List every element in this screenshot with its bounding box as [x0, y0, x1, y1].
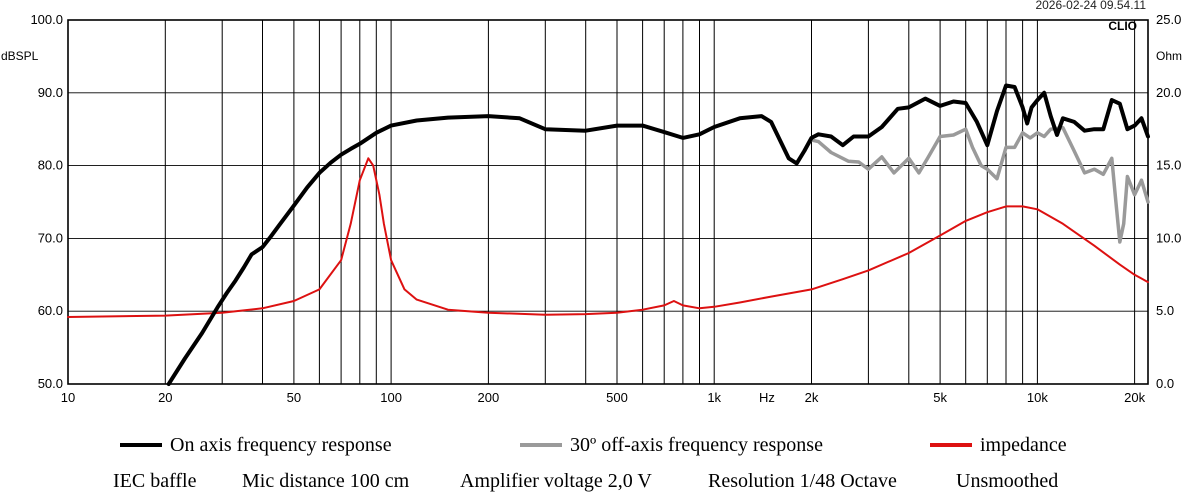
legend-label-impedance: impedance — [980, 433, 1067, 456]
x-tick-label: 500 — [606, 390, 628, 405]
y-tick-label-left: 80.0 — [38, 158, 63, 173]
series-line-impedance — [67, 157, 1149, 318]
x-ticks: 10 20 50 100 200 500 1k 2k 5k 10k 20k — [61, 390, 1146, 405]
x-tick-label: 50 — [287, 390, 301, 405]
frequency-response-chart: 2026-02-24 09.54.11 CLIO dBSPL Ohm 100.0… — [1, 0, 1182, 405]
x-tick-label: 10 — [61, 390, 75, 405]
x-tick-label: 1k — [707, 390, 721, 405]
legend-label-off-axis: 30º off-axis frequency response — [570, 433, 823, 456]
footer-smoothing: Unsmoothed — [956, 470, 1059, 492]
y-tick-label-right: 15.0 — [1156, 158, 1181, 173]
legend-label-on-axis: On axis frequency response — [170, 433, 392, 456]
series-line-off-axis — [809, 125, 1150, 244]
legend-swatch-impedance — [930, 443, 972, 447]
timestamp: 2026-02-24 09.54.11 — [1035, 0, 1146, 12]
y-axis-label-left: dBSPL — [1, 49, 39, 63]
x-tick-label: 20k — [1124, 390, 1145, 405]
y-tick-label-right: 20.0 — [1156, 85, 1181, 100]
x-tick-label: 100 — [380, 390, 402, 405]
x-axis-unit-label: Hz — [759, 390, 775, 405]
x-tick-label: 200 — [478, 390, 500, 405]
plot-frame — [67, 19, 1149, 385]
brand-label: CLIO — [1108, 19, 1137, 33]
y-tick-label-left: 50.0 — [38, 376, 63, 391]
y-ticks-left: 100.0 90.0 80.0 70.0 60.0 50.0 — [30, 12, 63, 391]
legend-item-off-axis: 30º off-axis frequency response — [520, 430, 823, 460]
y-tick-label-right: 0.0 — [1156, 376, 1174, 391]
y-axis-label-right: Ohm — [1156, 49, 1182, 63]
y-tick-label-left: 100.0 — [30, 12, 63, 27]
measurement-conditions: IEC baffle Mic distance 100 cm Amplifier… — [0, 470, 1200, 498]
footer-mic-distance: Mic distance 100 cm — [242, 470, 410, 492]
legend-swatch-on-axis — [120, 443, 162, 447]
y-ticks-right: 25.0 20.0 15.0 10.0 5.0 0.0 — [1156, 12, 1181, 391]
footer-resolution: Resolution 1/48 Octave — [708, 470, 897, 492]
y-tick-label-left: 70.0 — [38, 230, 63, 245]
x-tick-label: 20 — [158, 390, 172, 405]
y-tick-label-right: 10.0 — [1156, 230, 1181, 245]
series-group — [67, 83, 1150, 386]
plot-grid — [68, 20, 1148, 384]
legend-swatch-off-axis — [520, 443, 562, 447]
legend-item-on-axis: On axis frequency response — [120, 430, 392, 460]
footer-amplifier-voltage: Amplifier voltage 2,0 V — [460, 470, 652, 492]
y-tick-label-right: 25.0 — [1156, 12, 1181, 27]
series-line-on-axis — [166, 83, 1150, 386]
x-tick-label: 2k — [805, 390, 819, 405]
legend: On axis frequency response 30º off-axis … — [0, 430, 1200, 460]
y-tick-label-right: 5.0 — [1156, 303, 1174, 318]
y-tick-label-left: 60.0 — [38, 303, 63, 318]
legend-item-impedance: impedance — [930, 430, 1067, 460]
y-tick-label-left: 90.0 — [38, 85, 63, 100]
footer-baffle: IEC baffle — [113, 470, 197, 492]
x-tick-label: 10k — [1027, 390, 1048, 405]
x-tick-label: 5k — [933, 390, 947, 405]
